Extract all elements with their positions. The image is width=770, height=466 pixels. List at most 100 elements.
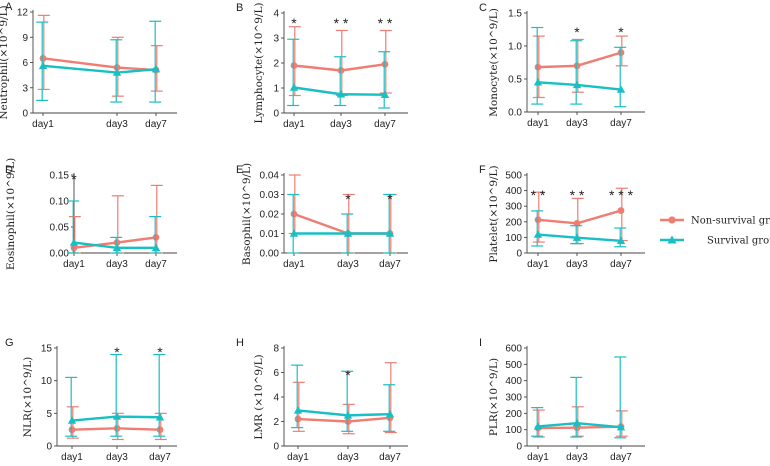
significance-marker-f-1: * * [570, 187, 585, 203]
marker-f-survival-1 [572, 233, 582, 241]
x-tick-label-a-2: day7 [145, 119, 167, 130]
y-tick-label-i-3: 300 [505, 393, 522, 404]
y-tick-label-f-2: 200 [505, 217, 522, 228]
y-tick-label-i-5: 500 [505, 360, 522, 371]
marker-c-survival-2 [616, 85, 626, 93]
y-tick-label-f-5: 500 [505, 171, 522, 182]
y-tick-label-f-3: 300 [505, 202, 522, 213]
y-tick-label-d-3: 0.15 [50, 171, 70, 182]
marker-g-survival-2 [155, 413, 165, 421]
x-tick-label-a-0: day1 [32, 119, 54, 130]
x-tick-label-c-0: day1 [527, 118, 549, 129]
y-tick-label-h-1: 2 [273, 417, 279, 428]
x-tick-label-h-0: day1 [287, 452, 309, 463]
x-tick-label-b-2: day7 [374, 119, 396, 130]
x-tick-label-g-1: day3 [106, 452, 128, 463]
y-tick-label-d-2: 0.10 [50, 197, 70, 208]
y-tick-label-h-2: 4 [273, 393, 279, 404]
x-tick-label-c-2: day7 [610, 118, 632, 129]
y-tick-label-a-4: 12 [17, 8, 29, 19]
y-tick-label-b-2: 2 [273, 59, 279, 70]
legend-entry-survival: Survival group [660, 235, 770, 247]
y-tick-label-b-3: 3 [273, 34, 279, 45]
marker-h-non-survival-0 [294, 415, 302, 423]
marker-f-non-survival-1 [573, 219, 581, 227]
significance-marker-g-2: * [157, 344, 163, 360]
marker-d-non-survival-0 [70, 244, 78, 252]
significance-marker-b-2: * * [378, 15, 393, 31]
marker-g-non-survival-1 [113, 424, 121, 432]
y-tick-label-i-2: 200 [505, 409, 522, 420]
x-tick-label-h-1: day3 [337, 452, 359, 463]
marker-c-survival-1 [572, 80, 582, 89]
x-tick-label-f-0: day1 [527, 259, 549, 270]
y-tick-label-b-4: 4 [273, 9, 279, 20]
legend-entry-non-survival: Non-survival group [660, 216, 770, 227]
legend: Non-survival group Survival group [660, 216, 770, 247]
panel-e: 0.00 0.01 0.02 0.03 0.04 day1 day3 day7 Basophil… [236, 163, 408, 270]
x-tick-label-d-0: day1 [63, 259, 85, 270]
panel-letter-g: G [5, 337, 14, 349]
marker-d-survival-0 [69, 238, 79, 246]
x-tick-label-g-0: day1 [61, 452, 83, 463]
y-tick-label-b-0: 0 [273, 109, 279, 120]
x-tick-label-c-1: day3 [566, 118, 588, 129]
y-tick-label-f-4: 400 [505, 186, 522, 197]
marker-e-survival-0 [289, 229, 299, 237]
y-tick-label-i-0: 0 [516, 442, 522, 453]
panel-d: 0.00 0.05 0.10 0.15 day1 day3 day7 Eosinophil(×… [5, 158, 177, 270]
marker-f-survival-0 [533, 230, 543, 238]
panel-c: 0.0 0.5 1.0 1.5 day1 day3 day7 Monocyte(×10^9/L… [479, 2, 645, 129]
x-tick-label-i-2: day7 [610, 452, 632, 463]
y-tick-label-a-0: 0 [22, 109, 28, 120]
x-tick-label-i-0: day1 [527, 452, 549, 463]
marker-g-survival-1 [112, 412, 122, 420]
marker-d-survival-2 [151, 243, 161, 251]
y-tick-label-a-1: 3 [22, 83, 28, 94]
x-tick-label-b-1: day3 [330, 119, 352, 130]
marker-h-non-survival-1 [344, 418, 352, 425]
series-line-h-survival [297, 409, 391, 417]
y-axis-title-c: Monocyte(×10^9/L) [488, 8, 500, 117]
panel-letter-i: I [479, 337, 482, 349]
significance-marker-g-1: * [114, 344, 120, 360]
marker-i-survival-0 [533, 422, 543, 430]
marker-b-non-survival-2 [381, 60, 389, 68]
y-tick-label-h-4: 8 [273, 344, 279, 355]
x-tick-label-e-2: day7 [379, 259, 401, 270]
panel-letter-c: C [479, 2, 487, 14]
x-tick-label-i-1: day3 [566, 452, 588, 463]
panel-b: 0 1 2 3 4 day1 day3 day7 Lymphocyte(×10^9/L) B * * … [236, 2, 408, 130]
y-tick-label-h-3: 6 [273, 368, 279, 379]
significance-marker-e-1: * [345, 191, 351, 207]
legend-label-survival: Survival group [707, 236, 770, 247]
marker-d-non-survival-1 [113, 239, 121, 247]
y-tick-label-g-2: 10 [41, 376, 53, 387]
y-axis-title-g: NLR(×10^9/L) [22, 357, 34, 437]
significance-marker-h-1: * [345, 367, 351, 383]
marker-e-survival-2 [385, 229, 395, 237]
panel-letter-a: A [5, 1, 13, 13]
y-axis-title-a: Neutrophil(×10^9/L) [0, 5, 10, 119]
legend-marker-non-survival [668, 216, 676, 224]
y-tick-label-i-4: 400 [505, 376, 522, 387]
panels-container: 0 3 6 9 12 day1 day3 day7 Neutrophil(×10^9/L)A 0 1… [0, 1, 645, 463]
y-tick-label-e-2: 0.02 [260, 210, 280, 221]
y-axis-title-e: Basophil(×10^9/L) [241, 163, 253, 265]
significance-marker-b-1: * * [334, 15, 349, 31]
significance-marker-e-2: * [387, 191, 393, 207]
marker-i-survival-2 [616, 423, 626, 431]
marker-i-survival-1 [572, 418, 582, 427]
panel-a: 0 3 6 9 12 day1 day3 day7 Neutrophil(×10^9/L)A [0, 1, 177, 130]
legend-marker-survival [667, 235, 677, 244]
marker-g-non-survival-0 [68, 426, 76, 434]
panel-g: 0 5 10 15 day1 day3 day7 NLR(×10^9/L) G * * [5, 337, 177, 463]
x-tick-label-e-1: day3 [337, 259, 359, 270]
y-tick-label-a-3: 9 [22, 33, 28, 44]
marker-a-survival-2 [151, 65, 161, 73]
significance-marker-d-0: * [71, 171, 77, 187]
marker-g-survival-0 [67, 416, 77, 424]
y-tick-label-e-0: 0.00 [260, 249, 280, 260]
panel-i: 0 100 200 300 400 500 600 day1 day3 day7 PLR(×10^9… [479, 337, 645, 463]
